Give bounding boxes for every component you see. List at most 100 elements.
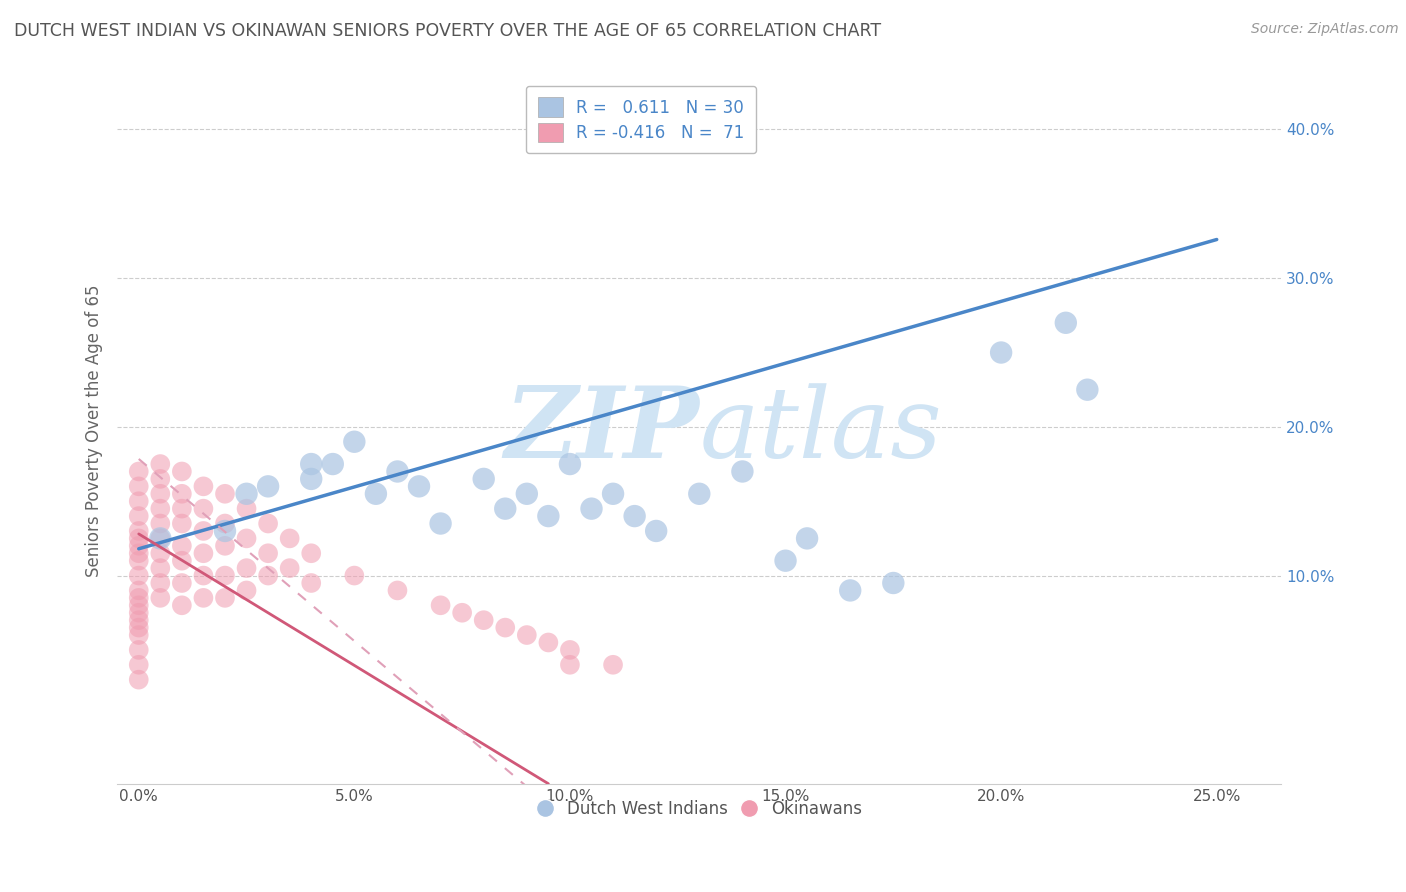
Point — [193, 568, 215, 582]
Point — [581, 501, 603, 516]
Point — [193, 591, 215, 605]
Point — [990, 345, 1012, 359]
Point — [128, 494, 150, 508]
Point — [149, 532, 172, 546]
Point — [235, 487, 257, 501]
Point — [796, 532, 818, 546]
Point — [128, 606, 150, 620]
Point — [128, 568, 150, 582]
Point — [214, 516, 236, 531]
Point — [235, 501, 257, 516]
Point — [128, 591, 150, 605]
Point — [149, 516, 172, 531]
Point — [193, 501, 215, 516]
Point — [128, 621, 150, 635]
Point — [343, 568, 366, 582]
Point — [214, 539, 236, 553]
Point — [1076, 383, 1098, 397]
Point — [170, 539, 193, 553]
Point — [128, 509, 150, 524]
Point — [299, 546, 322, 560]
Point — [257, 516, 280, 531]
Point — [149, 546, 172, 560]
Point — [214, 524, 236, 538]
Point — [128, 643, 150, 657]
Text: ZIP: ZIP — [505, 383, 699, 479]
Point — [193, 524, 215, 538]
Point — [128, 613, 150, 627]
Point — [537, 635, 560, 649]
Point — [235, 561, 257, 575]
Point — [128, 657, 150, 672]
Legend: Dutch West Indians, Okinawans: Dutch West Indians, Okinawans — [530, 794, 869, 825]
Point — [257, 546, 280, 560]
Point — [128, 546, 150, 560]
Point — [602, 487, 624, 501]
Text: Source: ZipAtlas.com: Source: ZipAtlas.com — [1251, 22, 1399, 37]
Point — [257, 568, 280, 582]
Point — [623, 509, 645, 524]
Point — [214, 568, 236, 582]
Point — [235, 583, 257, 598]
Point — [537, 509, 560, 524]
Point — [322, 457, 344, 471]
Point — [128, 539, 150, 553]
Point — [128, 465, 150, 479]
Point — [558, 643, 581, 657]
Point — [193, 546, 215, 560]
Point — [193, 479, 215, 493]
Point — [149, 561, 172, 575]
Point — [387, 583, 409, 598]
Point — [128, 673, 150, 687]
Point — [170, 487, 193, 501]
Point — [494, 501, 516, 516]
Point — [170, 465, 193, 479]
Point — [387, 465, 409, 479]
Point — [149, 591, 172, 605]
Point — [429, 516, 451, 531]
Point — [472, 472, 495, 486]
Point — [170, 576, 193, 591]
Text: atlas: atlas — [699, 383, 942, 478]
Point — [235, 532, 257, 546]
Y-axis label: Seniors Poverty Over the Age of 65: Seniors Poverty Over the Age of 65 — [86, 285, 103, 577]
Point — [343, 434, 366, 449]
Point — [516, 487, 538, 501]
Point — [602, 657, 624, 672]
Point — [149, 532, 172, 546]
Point — [128, 599, 150, 613]
Point — [149, 487, 172, 501]
Point — [257, 479, 280, 493]
Point — [149, 576, 172, 591]
Point — [149, 472, 172, 486]
Point — [882, 576, 904, 591]
Point — [472, 613, 495, 627]
Point — [149, 501, 172, 516]
Point — [170, 554, 193, 568]
Point — [170, 501, 193, 516]
Point — [214, 591, 236, 605]
Point — [170, 599, 193, 613]
Point — [299, 576, 322, 591]
Point — [429, 599, 451, 613]
Point — [128, 532, 150, 546]
Point — [558, 657, 581, 672]
Point — [408, 479, 430, 493]
Point — [494, 621, 516, 635]
Point — [839, 583, 862, 598]
Text: DUTCH WEST INDIAN VS OKINAWAN SENIORS POVERTY OVER THE AGE OF 65 CORRELATION CHA: DUTCH WEST INDIAN VS OKINAWAN SENIORS PO… — [14, 22, 882, 40]
Point — [278, 532, 301, 546]
Point — [214, 487, 236, 501]
Point — [364, 487, 387, 501]
Point — [775, 554, 797, 568]
Point — [451, 606, 474, 620]
Point — [731, 465, 754, 479]
Point — [516, 628, 538, 642]
Point — [128, 554, 150, 568]
Point — [645, 524, 668, 538]
Point — [558, 457, 581, 471]
Point — [128, 524, 150, 538]
Point — [128, 628, 150, 642]
Point — [299, 472, 322, 486]
Point — [1054, 316, 1077, 330]
